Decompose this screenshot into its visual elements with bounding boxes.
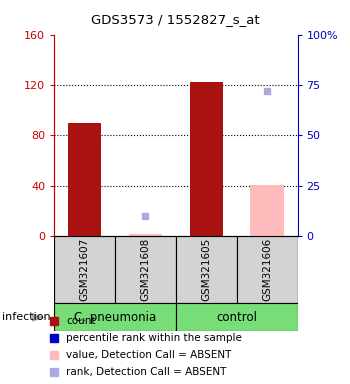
Text: percentile rank within the sample: percentile rank within the sample xyxy=(66,333,242,343)
Bar xyxy=(176,303,298,331)
Bar xyxy=(54,236,115,303)
Polygon shape xyxy=(32,313,46,322)
Bar xyxy=(68,123,102,236)
Text: GDS3573 / 1552827_s_at: GDS3573 / 1552827_s_at xyxy=(91,13,259,26)
Text: rank, Detection Call = ABSENT: rank, Detection Call = ABSENT xyxy=(66,367,226,377)
Text: GSM321607: GSM321607 xyxy=(80,238,90,301)
Text: GSM321605: GSM321605 xyxy=(201,238,211,301)
Text: control: control xyxy=(216,311,257,324)
Bar xyxy=(190,83,223,236)
Text: GSM321606: GSM321606 xyxy=(262,238,272,301)
Bar xyxy=(129,233,162,236)
Bar xyxy=(176,236,237,303)
Bar xyxy=(250,184,284,236)
Text: count: count xyxy=(66,316,96,326)
Text: C. pneumonia: C. pneumonia xyxy=(74,311,156,324)
Text: value, Detection Call = ABSENT: value, Detection Call = ABSENT xyxy=(66,350,231,360)
Bar xyxy=(54,303,176,331)
Bar xyxy=(237,236,298,303)
Text: GSM321608: GSM321608 xyxy=(140,238,150,301)
Bar xyxy=(115,236,176,303)
Text: infection: infection xyxy=(2,312,50,323)
Bar xyxy=(129,233,162,236)
